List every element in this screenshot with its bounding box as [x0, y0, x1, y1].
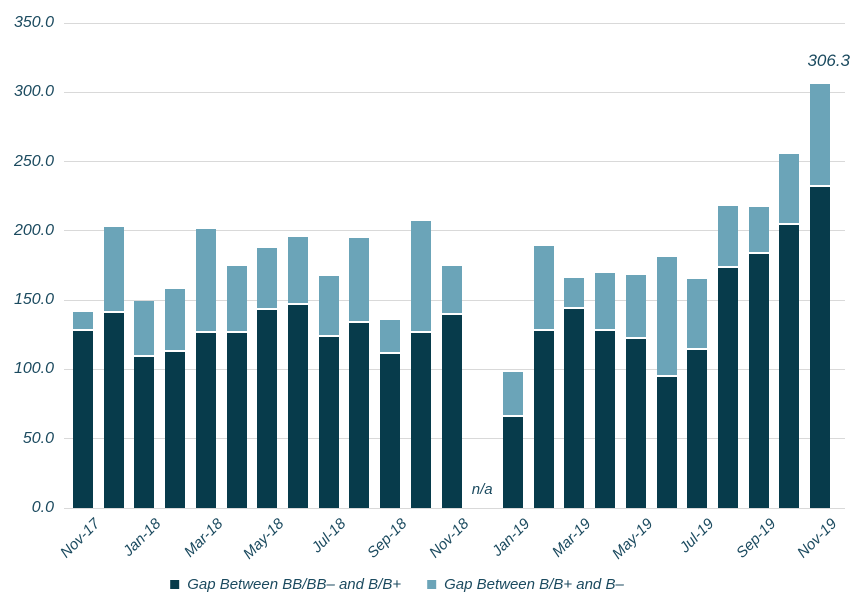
y-axis-tick-label: 300.0: [13, 83, 54, 101]
bar-segment-bb-gap-Mar-19: [564, 309, 585, 508]
bar-segment-bb-gap-Jan-18: [134, 357, 155, 508]
x-axis-tick-label: Nov-17: [57, 515, 104, 562]
legend-swatch-bb-gap-icon: [170, 580, 180, 589]
bar-segment-bb-gap-Aug-18: [349, 323, 370, 508]
bar-segment-bb-gap-Feb-19: [533, 331, 554, 508]
y-axis-tick-label: 350.0: [13, 14, 54, 31]
bar-segment-bb-gap-Oct-19: [779, 225, 800, 508]
bar-segment-b-gap-Nov-18: [441, 266, 462, 316]
bar-segment-bb-gap-Dec-17: [103, 313, 124, 508]
bar-segment-bb-gap-Mar-18: [195, 333, 216, 508]
legend-label-b-gap: Gap Between B/B+ and B–: [444, 576, 624, 593]
bar-segment-bb-gap-Jul-18: [318, 337, 339, 508]
bar-segment-b-gap-Jul-18: [318, 276, 339, 337]
y-axis-tick-label: 250.0: [13, 152, 54, 170]
bar-segment-b-gap-Jun-19: [656, 257, 677, 378]
bar-segment-b-gap-Oct-18: [410, 221, 431, 333]
x-axis-tick-label: Jan-19: [488, 515, 534, 560]
x-axis-tick-label: Sep-18: [364, 515, 411, 562]
bar-segment-bb-gap-Apr-18: [226, 333, 247, 508]
x-axis-tick-label: May-18: [240, 515, 288, 563]
bar-segment-b-gap-Mar-19: [564, 278, 585, 309]
bar-segment-b-gap-Nov-19: [810, 83, 830, 187]
legend-swatch-b-gap-icon: [427, 580, 437, 589]
bar-segment-b-gap-Apr-19: [595, 273, 615, 331]
bar-segment-bb-gap-Jun-18: [288, 305, 308, 508]
legend: Gap Between BB/BB– and B/B+ Gap Between …: [170, 576, 624, 593]
y-axis-tick-label: 50.0: [22, 429, 54, 447]
bar-segment-b-gap-Mar-18: [195, 229, 216, 333]
bar-segment-b-gap-Apr-18: [226, 266, 247, 333]
bar-segment-b-gap-Jan-18: [134, 301, 155, 358]
bar-segment-bb-gap-Sep-18: [380, 354, 401, 508]
bar-segment-bb-gap-Aug-19: [717, 268, 738, 508]
gridline: [64, 22, 845, 24]
y-axis-tick-label: 0.0: [31, 499, 54, 516]
bar-segment-bb-gap-Nov-19: [810, 186, 830, 508]
y-axis-tick-label: 200.0: [13, 221, 54, 239]
bar-segment-bb-gap-Jun-19: [656, 377, 677, 508]
bar-segment-bb-gap-Jan-19: [502, 417, 523, 508]
legend-label-bb-gap: Gap Between BB/BB– and B/B+: [187, 576, 402, 593]
legend-item-bb-gap: Gap Between BB/BB– and B/B+: [170, 576, 401, 593]
y-axis-tick-label: 150.0: [13, 291, 54, 309]
bar-segment-bb-gap-May-18: [257, 310, 278, 508]
gridline: [64, 230, 845, 232]
x-axis-tick-label: Nov-18: [425, 515, 472, 562]
bar-segment-b-gap-Aug-19: [717, 205, 738, 268]
bar-segment-b-gap-Sep-19: [748, 207, 769, 254]
max-value-label: 306.3: [807, 51, 850, 70]
bar-segment-b-gap-Oct-19: [779, 154, 800, 225]
gridline: [64, 91, 845, 93]
bar-segment-bb-gap-Oct-18: [410, 333, 431, 508]
bar-segment-b-gap-Jan-19: [502, 372, 523, 417]
bar-segment-bb-gap-May-19: [625, 339, 646, 508]
x-axis-tick-label: Sep-19: [732, 515, 779, 562]
bar-segment-bb-gap-Nov-17: [73, 331, 93, 508]
bar-segment-bb-gap-Apr-19: [595, 331, 615, 508]
y-axis-tick-label: 100.0: [13, 360, 54, 378]
x-axis-tick-label: May-19: [608, 515, 657, 563]
bar-segment-b-gap-Aug-18: [349, 238, 370, 323]
x-axis-tick-label: Jan-18: [120, 515, 165, 560]
bar-segment-b-gap-May-19: [625, 275, 646, 340]
gridline: [64, 507, 845, 509]
bar-segment-bb-gap-Sep-19: [748, 254, 769, 508]
bar-segment-b-gap-Jun-18: [288, 237, 308, 305]
bar-segment-b-gap-Jul-19: [687, 279, 708, 351]
bar-segment-b-gap-May-18: [257, 248, 278, 310]
bar-segment-b-gap-Sep-18: [380, 320, 401, 354]
bar-segment-b-gap-Nov-17: [73, 312, 93, 332]
x-axis-tick-label: Jul-18: [308, 515, 350, 557]
bar-segment-bb-gap-Feb-18: [165, 352, 186, 508]
x-axis-tick-label: Jul-19: [676, 515, 718, 557]
bar-segment-b-gap-Feb-18: [165, 288, 186, 352]
bar-segment-b-gap-Dec-17: [103, 226, 124, 313]
x-axis-tick-label: Mar-19: [549, 515, 595, 561]
legend-item-b-gap: Gap Between B/B+ and B–: [427, 576, 624, 593]
gridline: [64, 161, 845, 163]
bar-segment-b-gap-Feb-19: [533, 246, 554, 331]
bar-segment-bb-gap-Jul-19: [687, 350, 708, 508]
x-axis-tick-label: Nov-19: [794, 515, 841, 562]
na-annotation: n/a: [471, 481, 493, 498]
x-axis-tick-label: Mar-18: [180, 515, 227, 561]
bar-segment-bb-gap-Nov-18: [441, 315, 462, 508]
